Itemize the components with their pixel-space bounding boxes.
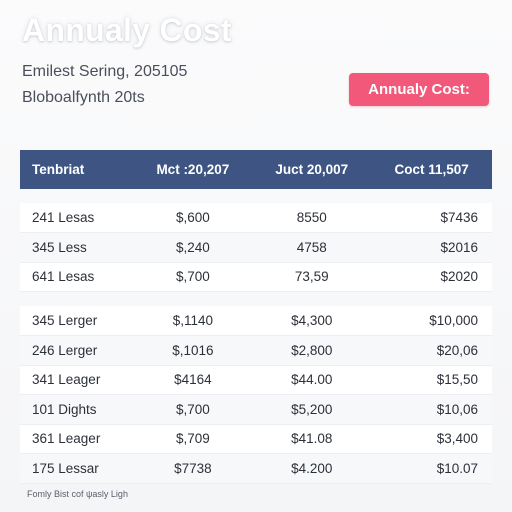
column-header[interactable]: Juct 20,007	[275, 162, 349, 177]
table-cell: 246 Lerger	[20, 335, 134, 366]
subtitle-line-1: Emilest Sering, 205105	[22, 63, 188, 80]
table-row[interactable]: 175 Lessar $7738 $4.200 $10.07	[20, 453, 492, 484]
table-cell: $2020	[371, 262, 492, 292]
table-cell: $3,400	[371, 424, 492, 454]
table-cell: $10.07	[371, 453, 492, 484]
table-cell: $7738	[133, 453, 253, 484]
table-cell: $2,800	[252, 335, 372, 366]
table-cell: $10,000	[371, 306, 492, 336]
table-cell: $4164	[133, 365, 253, 395]
table-cell: 241 Lesas	[20, 203, 134, 233]
table-cell: $2016	[371, 232, 492, 263]
table-cell: 8550	[252, 203, 372, 233]
footer-note: Fomly Bist cof ψasly Ligh	[27, 489, 128, 499]
table-cell: 345 Less	[20, 232, 134, 263]
table-row[interactable]: 345 Lerger $,1140 $4,300 $10,000	[20, 306, 492, 336]
table-cell: $,1016	[133, 335, 253, 366]
page-title: Annualy Cost	[22, 12, 232, 48]
column-header[interactable]: Coct 11,507	[394, 162, 469, 177]
table-cell: 4758	[252, 232, 372, 263]
table-cell: $,700	[133, 262, 253, 292]
subtitle-line-2: Bloboalfynth 20ts	[22, 89, 145, 106]
table-header-row: Tenbriat Mct :20,207 Juct 20,007 Coct 11…	[20, 150, 492, 189]
table-row[interactable]: 641 Lesas $,700 73,59 $2020	[20, 262, 492, 292]
table-cell: 73,59	[252, 262, 372, 292]
table-cell: $41.08	[252, 424, 372, 454]
table-cell: 361 Leager	[20, 424, 134, 454]
column-header[interactable]: Mct :20,207	[156, 162, 230, 177]
table-body: 241 Lesas $,600 8550 $7436 345 Less $,24…	[20, 189, 492, 484]
column-header[interactable]: Tenbriat	[32, 162, 85, 177]
cost-table: Tenbriat Mct :20,207 Juct 20,007 Coct 11…	[20, 150, 492, 484]
table-spacer	[20, 292, 492, 307]
table-cell: $7436	[371, 203, 492, 233]
table-row[interactable]: 101 Dights $,700 $5,200 $10,06	[20, 394, 492, 425]
table-cell: $,600	[133, 203, 253, 233]
table-cell: 345 Lerger	[20, 306, 134, 336]
table-spacer	[20, 189, 492, 203]
table-cell: 175 Lessar	[20, 453, 134, 484]
table-cell: $4,300	[252, 306, 372, 336]
table-cell: 341 Leager	[20, 365, 134, 395]
table-row[interactable]: 341 Leager $4164 $44.00 $15,50	[20, 365, 492, 395]
table-cell: 641 Lesas	[20, 262, 134, 292]
table-cell: $,1140	[133, 306, 253, 336]
table-cell: $10,06	[371, 394, 492, 425]
table-row[interactable]: 246 Lerger $,1016 $2,800 $20,06	[20, 335, 492, 366]
table-cell: $44.00	[252, 365, 372, 395]
table-cell: $,700	[133, 394, 253, 425]
table-cell: $,240	[133, 232, 253, 263]
table-cell: $4.200	[252, 453, 372, 484]
table-cell: $20,06	[371, 335, 492, 366]
annual-cost-button[interactable]: Annualy Cost:	[349, 73, 489, 106]
table-cell: $15,50	[371, 365, 492, 395]
table-cell: 101 Dights	[20, 394, 134, 425]
table-cell: $,709	[133, 424, 253, 454]
table-row[interactable]: 345 Less $,240 4758 $2016	[20, 232, 492, 263]
table-row[interactable]: 361 Leager $,709 $41.08 $3,400	[20, 424, 492, 454]
table-cell: $5,200	[252, 394, 372, 425]
table-row[interactable]: 241 Lesas $,600 8550 $7436	[20, 203, 492, 233]
